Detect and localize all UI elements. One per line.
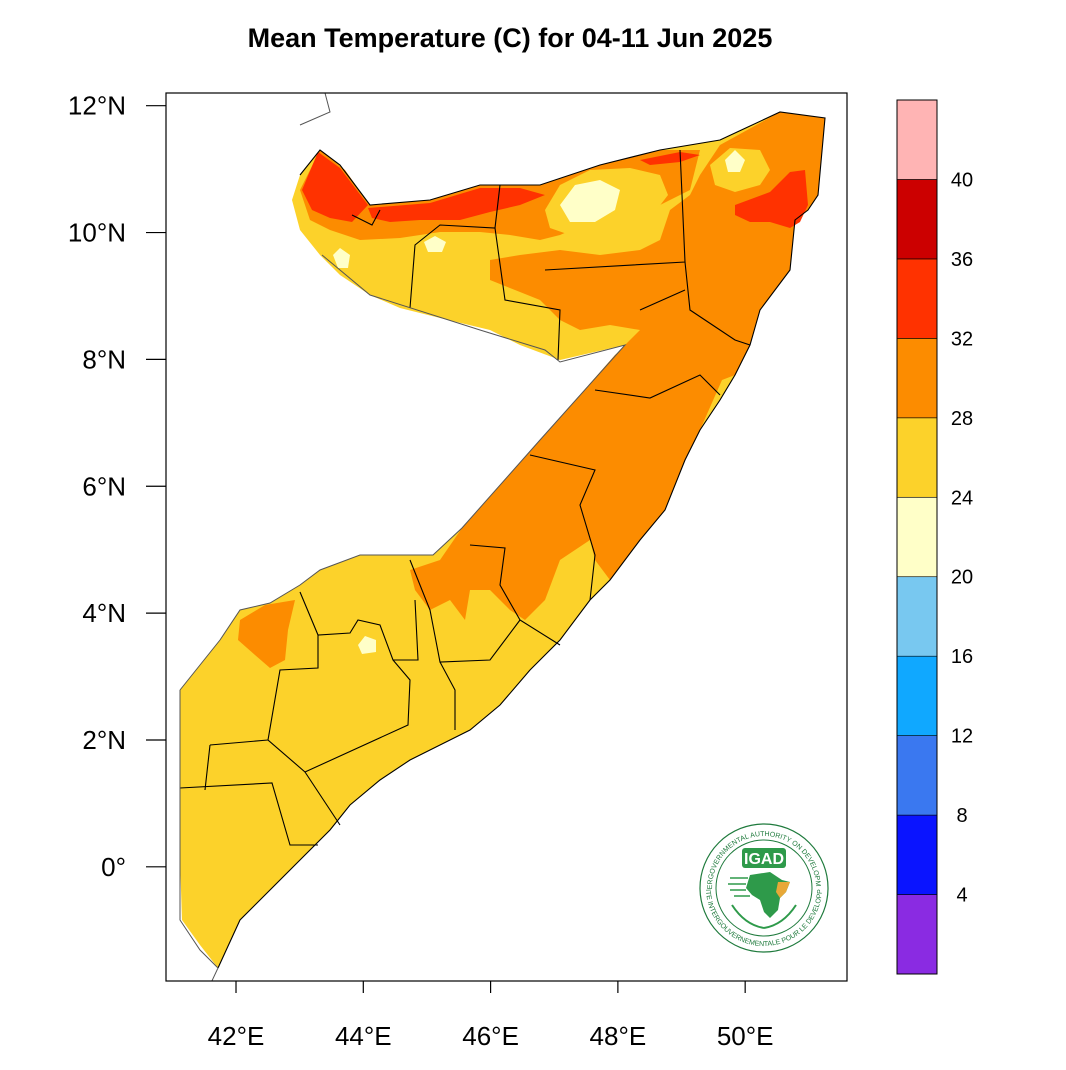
internal-boundary-17: [204, 744, 211, 791]
hot-zone-east: [735, 170, 808, 228]
lat-tick-label: 10°N: [68, 218, 126, 248]
internal-boundary-1: [351, 209, 381, 226]
internal-boundary-14: [209, 739, 269, 746]
colorbar-cell: [896, 496, 938, 578]
map-title: Mean Temperature (C) for 04-11 Jun 2025: [248, 23, 773, 53]
internal-boundary-2: [409, 184, 501, 309]
colorbar-level-label: 20: [951, 567, 973, 589]
colorbar-cell: [896, 417, 938, 498]
colorbar-cell: [896, 894, 938, 975]
map-frame: [165, 92, 848, 982]
lat-tick-label: 2°N: [82, 725, 126, 755]
longitude-axis: 42°E 44°E 46°E 48°E 50°E: [208, 981, 774, 1051]
colorbar-cell: [896, 179, 938, 260]
lat-tick-label: 8°N: [82, 344, 126, 374]
cool-spot-northwest: [333, 248, 350, 268]
lon-tick-label: 44°E: [335, 1021, 392, 1051]
logo-acronym-badge: [742, 848, 786, 868]
lat-tick-label: 0°: [101, 852, 126, 882]
internal-boundary-5: [684, 261, 751, 346]
colorbar-cell: [896, 655, 938, 736]
cool-spot-west-central: [424, 236, 446, 252]
latitude-axis: 12°N 10°N 8°N 6°N 4°N 2°N 0°: [68, 91, 166, 882]
temperature-field: [180, 112, 825, 968]
logo-horn-icon: [776, 882, 790, 898]
internal-boundary-7: [594, 374, 721, 399]
lon-tick-label: 46°E: [462, 1021, 519, 1051]
colorbar-level-label: 40: [951, 169, 973, 191]
border-djibouti-ethiopia: [299, 93, 331, 126]
colorbar-level-label: 16: [951, 646, 973, 668]
international-borders: [179, 93, 627, 981]
colorbar-cell: [896, 338, 938, 419]
map-plot-area: [166, 93, 847, 981]
internal-boundary-16: [179, 782, 318, 846]
colorbar: 4 8 12 16 20 24 28 32 36 40: [896, 99, 973, 975]
border-kenya: [179, 690, 219, 981]
cool-spot-northeast: [725, 150, 745, 172]
hot-zone-northeast-coast: [640, 152, 700, 165]
admin-boundaries: [179, 111, 826, 969]
internal-boundary-11: [299, 591, 419, 661]
cool-spot-south-central: [358, 636, 376, 654]
colorbar-cells: [896, 99, 938, 975]
internal-boundary-12: [267, 635, 411, 773]
warm-zone-southwest: [238, 600, 295, 668]
cool-spot-north: [560, 180, 620, 222]
colorbar-cell: [896, 258, 938, 339]
colorbar-level-label: 8: [956, 805, 967, 827]
colorbar-level-label: 28: [951, 408, 973, 430]
internal-boundary-8: [529, 454, 596, 601]
lat-tick-label: 6°N: [82, 471, 126, 501]
colorbar-cell: [896, 576, 938, 657]
colorbar-level-label: 32: [951, 328, 973, 350]
colorbar-cell: [896, 735, 938, 816]
colorbar-level-label: 4: [956, 885, 967, 907]
lon-tick-label: 42°E: [208, 1021, 265, 1051]
colorbar-level-label: 24: [951, 487, 973, 509]
lat-tick-label: 4°N: [82, 598, 126, 628]
colorbar-labels: 4 8 12 16 20 24 28 32 36 40: [951, 169, 973, 906]
internal-boundary-9: [469, 544, 561, 646]
hot-zone-northwest: [302, 152, 368, 222]
colorbar-frame: [896, 99, 938, 975]
internal-boundary-3: [494, 227, 561, 361]
logo-acronym: IGAD: [744, 851, 784, 868]
colorbar-level-label: 12: [951, 726, 973, 748]
colorbar-level-label: 36: [951, 249, 973, 271]
hot-zone-north-coast: [368, 188, 545, 222]
logo-laurel-icon: [731, 904, 797, 929]
internal-boundary-6: [639, 289, 686, 311]
colorbar-cell: [896, 99, 938, 180]
lat-tick-label: 12°N: [68, 91, 126, 121]
colorbar-cell: [896, 814, 938, 895]
lon-tick-label: 50°E: [717, 1021, 774, 1051]
coastline: [217, 111, 826, 969]
internal-boundary-13: [439, 661, 456, 730]
logo-speed-lines-icon: [728, 877, 750, 897]
internal-boundary-15: [304, 771, 341, 826]
lon-tick-label: 48°E: [590, 1021, 647, 1051]
border-ethiopia: [179, 254, 627, 691]
